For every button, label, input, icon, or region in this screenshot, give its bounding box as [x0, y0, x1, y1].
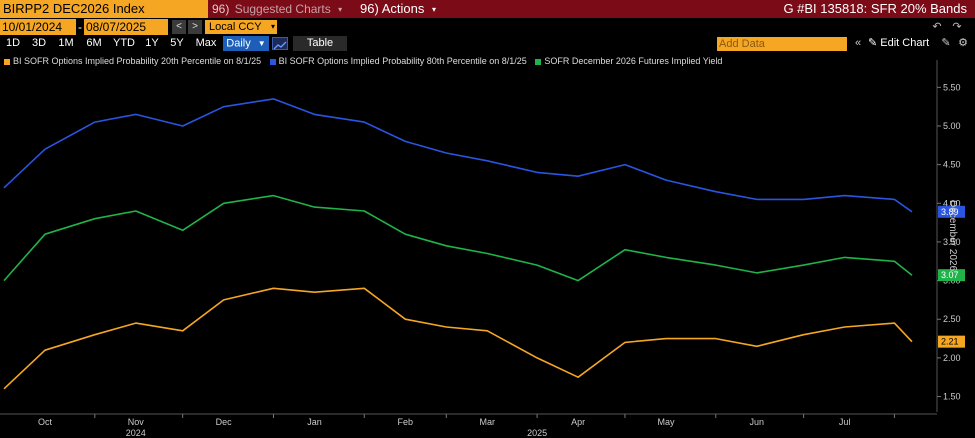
frequency-label: Daily	[226, 37, 251, 50]
timeframe-max[interactable]: Max	[195, 37, 217, 49]
x-year-label: 2025	[527, 428, 547, 438]
y-tick-label: 4.00	[943, 198, 961, 208]
last-value-badge	[938, 205, 965, 218]
legend-item: SOFR December 2026 Futures Implied Yield	[535, 56, 722, 66]
actions-label: Actions	[381, 1, 425, 16]
legend-label: BI SOFR Options Implied Probability 80th…	[278, 56, 527, 66]
undo-icon[interactable]: ↶	[932, 21, 942, 33]
timeframe-3d[interactable]: 3D	[31, 37, 47, 49]
gear-icon[interactable]: ⚙	[958, 37, 968, 49]
y-axis-title: December 2026	[947, 200, 958, 272]
x-tick-label: Jan	[307, 417, 322, 427]
frequency-select[interactable]: Daily ▼	[223, 36, 269, 51]
caret-down-icon: ▼	[257, 39, 266, 48]
y-tick-label: 4.50	[943, 160, 961, 170]
suggested-charts-number: 96)	[212, 2, 230, 16]
chevron-right-icon[interactable]: >	[188, 20, 202, 34]
pencil-icon: ✎	[868, 37, 878, 49]
currency-select[interactable]: Local CCY ▾	[205, 20, 277, 34]
actions-menu[interactable]: 96) Actions ▾	[360, 0, 440, 18]
x-tick-label: Jun	[750, 417, 765, 427]
edit-chart-label: Edit Chart	[880, 37, 930, 49]
last-value-badge	[938, 269, 965, 282]
legend-swatch	[535, 58, 542, 65]
x-tick-label: Feb	[398, 417, 414, 427]
caret-down-icon: ▾	[270, 22, 275, 31]
legend-item: BI SOFR Options Implied Probability 80th…	[269, 56, 527, 66]
start-date-field[interactable]: 10/01/2024	[0, 19, 76, 35]
suggested-charts-label: Suggested Charts	[234, 2, 331, 16]
legend: BI SOFR Options Implied Probability 20th…	[4, 56, 728, 66]
line-chart-icon[interactable]	[272, 37, 288, 50]
top-bar	[0, 0, 975, 18]
edit-chart-button[interactable]: ✎ Edit Chart	[868, 36, 929, 51]
x-tick-label: Jul	[839, 417, 851, 427]
y-tick-label: 2.50	[943, 314, 961, 324]
series-line-0	[3, 98, 913, 213]
suggested-charts-menu[interactable]: 96) Suggested Charts ▾	[212, 0, 342, 18]
timeframe-1d[interactable]: 1D	[5, 37, 21, 49]
ticker-field[interactable]: BIRPP2 DEC2026 Index	[0, 0, 208, 18]
pencil-square-icon[interactable]: ✎	[941, 37, 951, 49]
last-value-label: 3.07	[941, 270, 959, 280]
last-value-badge	[938, 335, 965, 348]
x-year-label: 2024	[126, 428, 146, 438]
x-tick-label: Mar	[480, 417, 496, 427]
table-button[interactable]: Table	[293, 36, 347, 51]
timeframe-ytd[interactable]: YTD	[113, 37, 135, 49]
last-value-label: 2.21	[941, 337, 959, 347]
chart-title: G #BI 135818: SFR 20% Bands	[783, 1, 967, 16]
last-value-label: 3.89	[941, 207, 959, 217]
y-tick-label: 2.00	[943, 353, 961, 363]
x-tick-label: Nov	[128, 417, 145, 427]
legend-swatch	[4, 58, 10, 65]
collapse-icon[interactable]: «	[854, 37, 862, 49]
y-tick-label: 5.00	[943, 121, 961, 131]
legend-item: BI SOFR Options Implied Probability 20th…	[4, 56, 261, 66]
redo-icon[interactable]: ↷	[952, 21, 962, 33]
add-data-input[interactable]: Add Data	[717, 37, 847, 51]
timeframe-1y[interactable]: 1Y	[145, 37, 159, 49]
actions-number: 96)	[360, 1, 379, 16]
caret-down-icon: ▾	[338, 4, 343, 14]
timeframe-1m[interactable]: 1M	[58, 37, 74, 49]
series-line-1	[3, 194, 913, 282]
legend-swatch	[269, 58, 276, 65]
y-tick-label: 3.50	[943, 237, 961, 247]
chevron-left-icon[interactable]: <	[172, 20, 186, 34]
end-date-field[interactable]: 08/07/2025	[84, 19, 168, 35]
legend-label: SOFR December 2026 Futures Implied Yield	[544, 56, 723, 66]
timeframe-5y[interactable]: 5Y	[170, 37, 184, 49]
timeframe-6m[interactable]: 6M	[86, 37, 102, 49]
x-tick-label: May	[657, 417, 675, 427]
caret-down-icon: ▾	[431, 4, 436, 14]
y-tick-label: 1.50	[943, 392, 961, 402]
currency-label: Local CCY	[209, 21, 262, 33]
date-separator: -	[78, 20, 82, 34]
x-tick-label: Apr	[571, 417, 585, 427]
series-line-2	[3, 287, 913, 390]
x-tick-label: Oct	[38, 417, 53, 427]
x-tick-label: Dec	[216, 417, 233, 427]
legend-label: BI SOFR Options Implied Probability 20th…	[13, 56, 262, 66]
y-tick-label: 5.50	[943, 82, 961, 92]
